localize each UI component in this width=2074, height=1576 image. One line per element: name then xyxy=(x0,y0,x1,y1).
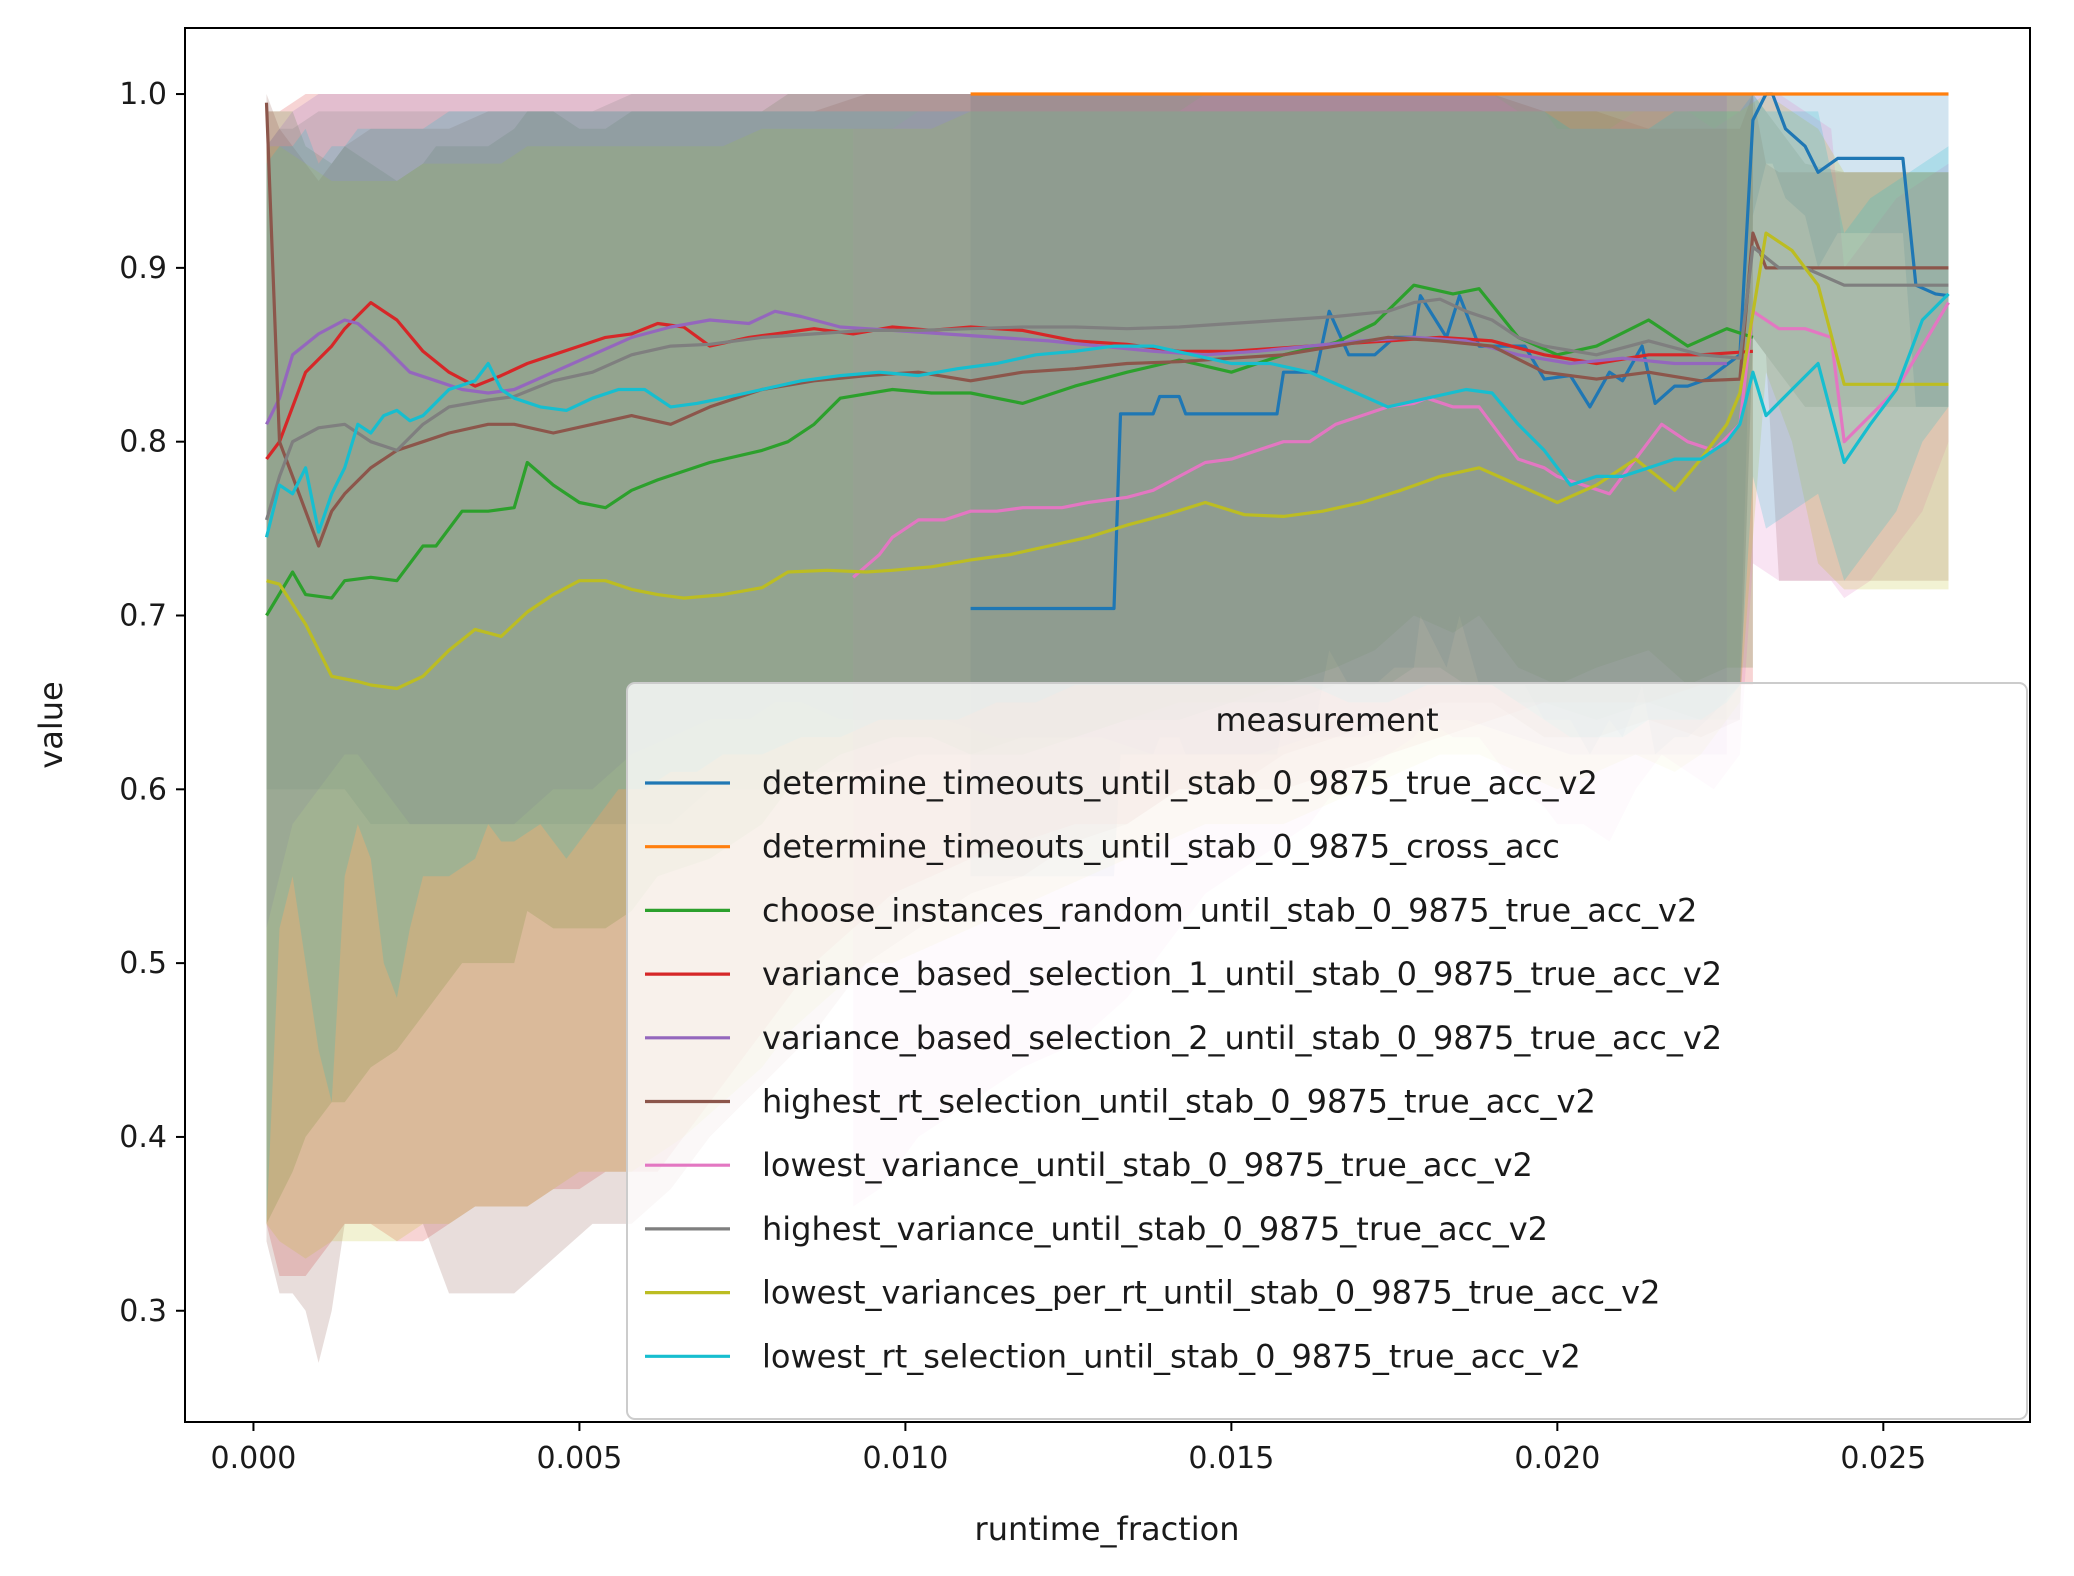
y-axis-label: value xyxy=(32,681,70,768)
line-lowest-variances-per-rt-until-stab-0-9875-true-acc-v2 xyxy=(266,231,1949,691)
x-tick-label: 0.000 xyxy=(211,1441,297,1476)
series-lines xyxy=(264,92,1950,691)
y-tick-label: 0.3 xyxy=(119,1294,167,1329)
legend-label: variance_based_selection_2_until_stab_0_… xyxy=(762,1019,1722,1057)
legend-label: highest_variance_until_stab_0_9875_true_… xyxy=(762,1210,1548,1248)
legend-label: variance_based_selection_1_until_stab_0_… xyxy=(762,955,1722,993)
x-tick-label: 0.015 xyxy=(1188,1441,1274,1476)
band-highest-variance-until-stab-0-9875-true-acc-v2 xyxy=(266,94,1949,825)
plot-frame xyxy=(184,27,2031,1423)
legend-label: lowest_variance_until_stab_0_9875_true_a… xyxy=(762,1146,1533,1184)
x-axis-label: runtime_fraction xyxy=(975,1510,1240,1548)
legend-label: highest_rt_selection_until_stab_0_9875_t… xyxy=(762,1083,1596,1121)
x-tick-label: 0.010 xyxy=(862,1441,948,1476)
x-axis-ticks: 0.000 0.005 0.010 0.015 0.020 0.025 xyxy=(211,1422,1926,1476)
y-tick-label: 0.7 xyxy=(119,598,167,633)
y-tick-label: 0.5 xyxy=(119,946,167,981)
legend-label: lowest_variances_per_rt_until_stab_0_987… xyxy=(762,1274,1660,1312)
band-determine-timeouts-until-stab-0-9875-true-acc-v2 xyxy=(970,94,1949,877)
y-tick-label: 0.6 xyxy=(119,772,167,807)
legend-box xyxy=(626,682,2028,1420)
band-lowest-rt-selection-until-stab-0-9875-true-acc-v2 xyxy=(266,94,1949,1224)
legend-title: measurement xyxy=(1215,701,1438,739)
y-tick-label: 0.4 xyxy=(119,1120,167,1155)
x-tick-label: 0.025 xyxy=(1840,1441,1926,1476)
band-choose-instances-random-until-stab-0-9875-true-acc-v2 xyxy=(266,94,1753,1224)
legend-label: determine_timeouts_until_stab_0_9875_tru… xyxy=(762,764,1598,802)
line-highest-variance-until-stab-0-9875-true-acc-v2 xyxy=(264,245,1949,521)
legend-label: determine_timeouts_until_stab_0_9875_cro… xyxy=(762,828,1560,866)
legend: measurement determine_timeouts_until_sta… xyxy=(626,682,2028,1420)
line-choose-instances-random-until-stab-0-9875-true-acc-v2 xyxy=(265,283,1754,617)
x-tick-label: 0.020 xyxy=(1514,1441,1600,1476)
line-lowest-rt-selection-until-stab-0-9875-true-acc-v2 xyxy=(264,292,1950,538)
legend-label: lowest_rt_selection_until_stab_0_9875_tr… xyxy=(762,1337,1581,1375)
legend-items: determine_timeouts_until_stab_0_9875_tru… xyxy=(645,764,1722,1375)
legend-label: choose_instances_random_until_stab_0_987… xyxy=(762,891,1697,929)
y-tick-label: 0.9 xyxy=(119,251,167,286)
y-axis-ticks: 0.3 0.4 0.5 0.6 0.7 0.8 0.9 1.0 xyxy=(119,77,185,1329)
x-tick-label: 0.005 xyxy=(536,1441,622,1476)
line-determine-timeouts-until-stab-0-9875-true-acc-v2 xyxy=(970,92,1949,611)
y-tick-label: 0.8 xyxy=(119,425,167,460)
y-tick-label: 1.0 xyxy=(119,77,167,112)
